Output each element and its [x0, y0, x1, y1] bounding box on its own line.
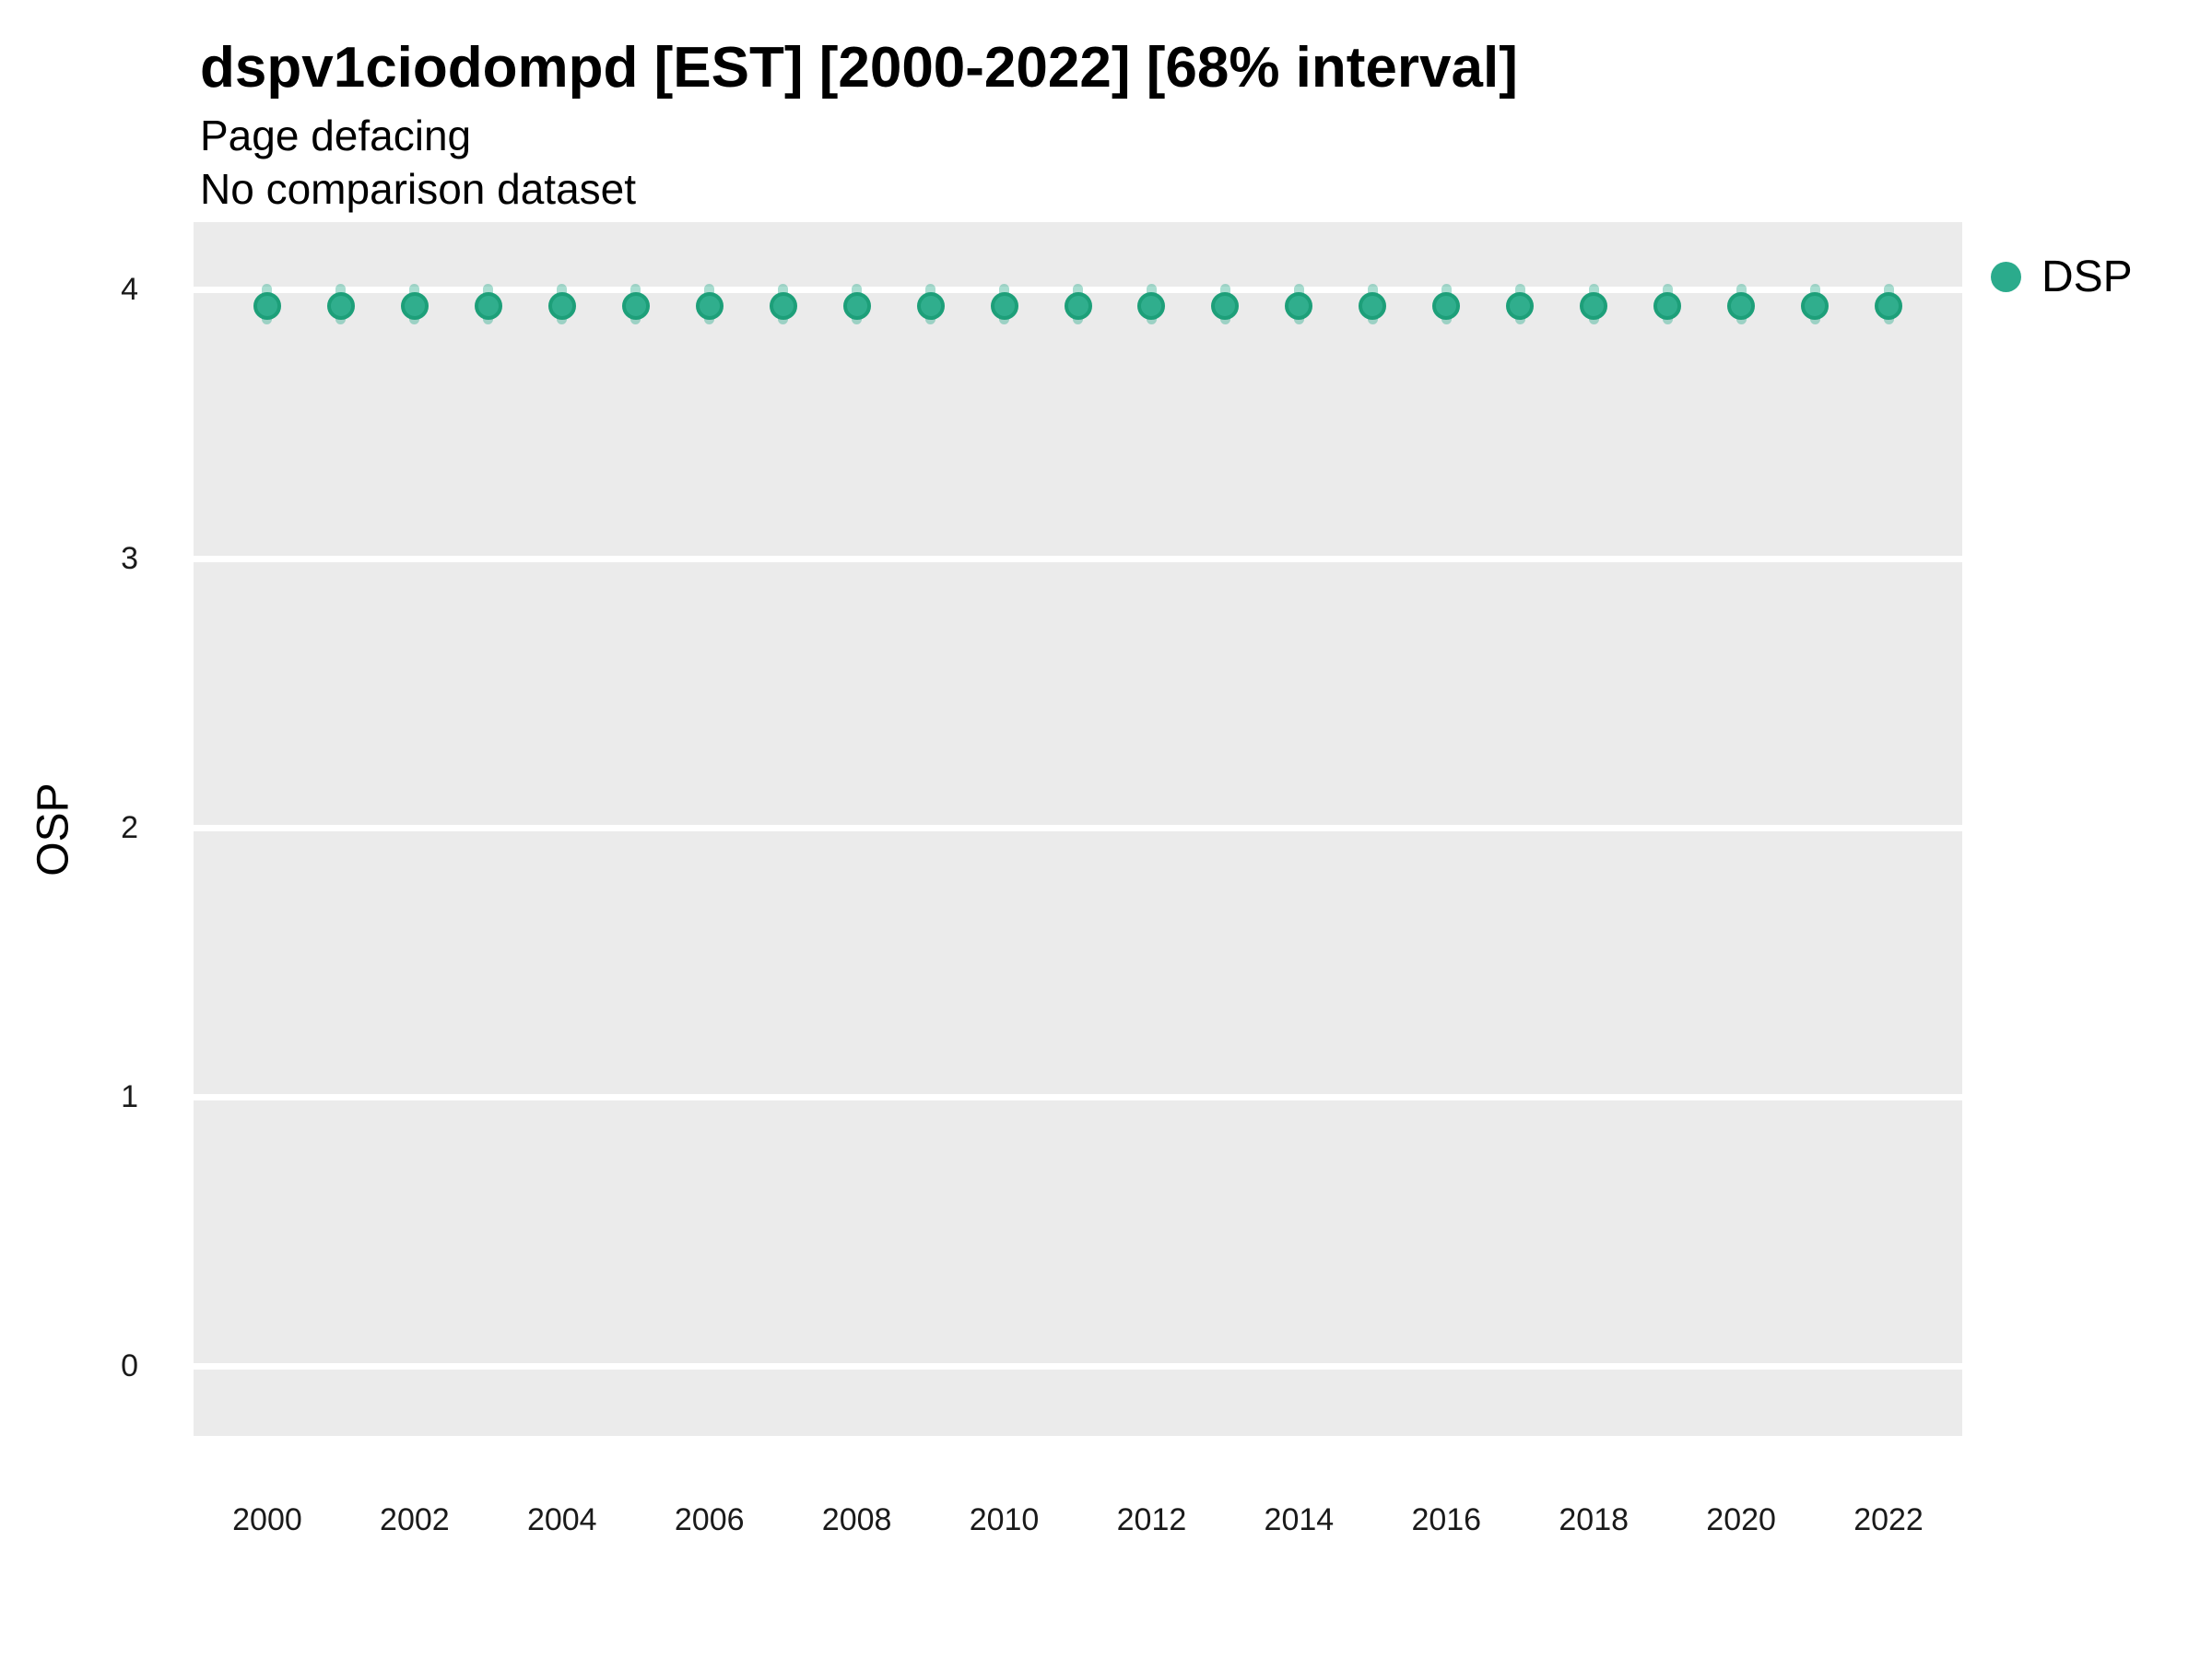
- data-point-2007: [769, 291, 797, 320]
- data-point-2004: [547, 291, 576, 320]
- data-point-2011: [1064, 291, 1092, 320]
- chart-subtitle-secondary: No comparison dataset: [200, 165, 637, 213]
- x-tick-label-2014: 2014: [1264, 1502, 1335, 1537]
- data-point-2010: [990, 291, 1018, 320]
- data-point-2022: [1875, 291, 1903, 320]
- data-point-2003: [474, 291, 502, 320]
- x-tick-label-2022: 2022: [1853, 1502, 1924, 1537]
- chart-subtitle: Page defacing: [200, 112, 472, 159]
- data-point-2002: [400, 291, 429, 320]
- x-tick-label-2010: 2010: [969, 1502, 1040, 1537]
- data-point-2016: [1432, 291, 1461, 320]
- data-point-2013: [1211, 291, 1240, 320]
- data-point-2006: [695, 291, 724, 320]
- x-tick-label-2008: 2008: [821, 1502, 892, 1537]
- data-point-2017: [1506, 291, 1535, 320]
- data-point-2021: [1801, 291, 1830, 320]
- data-point-2012: [1137, 291, 1166, 320]
- data-point-2020: [1727, 291, 1756, 320]
- chart-title: dspv1ciodompd [EST] [2000-2022] [68% int…: [200, 36, 1518, 100]
- gridline-y-3: [194, 555, 1962, 562]
- x-tick-label-2000: 2000: [232, 1502, 302, 1537]
- x-tick-label-2006: 2006: [674, 1502, 745, 1537]
- legend-point-icon: [1991, 261, 2021, 292]
- x-tick-label-2020: 2020: [1706, 1502, 1776, 1537]
- y-tick-label-3: 3: [121, 541, 138, 577]
- data-point-2005: [621, 291, 650, 320]
- x-tick-label-2002: 2002: [380, 1502, 450, 1537]
- y-tick-label-4: 4: [121, 272, 138, 307]
- gridline-y-2: [194, 824, 1962, 831]
- x-tick-label-2012: 2012: [1116, 1502, 1187, 1537]
- x-tick-label-2016: 2016: [1411, 1502, 1482, 1537]
- y-tick-label-2: 2: [121, 810, 138, 846]
- data-point-2018: [1580, 291, 1608, 320]
- data-point-2000: [253, 291, 281, 320]
- x-tick-label-2018: 2018: [1559, 1502, 1630, 1537]
- gridline-y-1: [194, 1093, 1962, 1100]
- y-tick-label-0: 0: [121, 1348, 138, 1384]
- y-tick-label-1: 1: [121, 1079, 138, 1115]
- data-point-2008: [842, 291, 871, 320]
- gridline-y-0: [194, 1362, 1962, 1370]
- legend: DSP: [1991, 247, 2133, 306]
- gridline-y-4: [194, 286, 1962, 293]
- legend-label: DSP: [2041, 252, 2133, 301]
- data-point-2009: [916, 291, 945, 320]
- chart-panel: [194, 222, 1962, 1436]
- data-point-2014: [1285, 291, 1313, 320]
- x-tick-label-2004: 2004: [526, 1502, 597, 1537]
- data-point-2001: [326, 291, 355, 320]
- data-point-2019: [1653, 291, 1682, 320]
- data-point-2015: [1359, 291, 1387, 320]
